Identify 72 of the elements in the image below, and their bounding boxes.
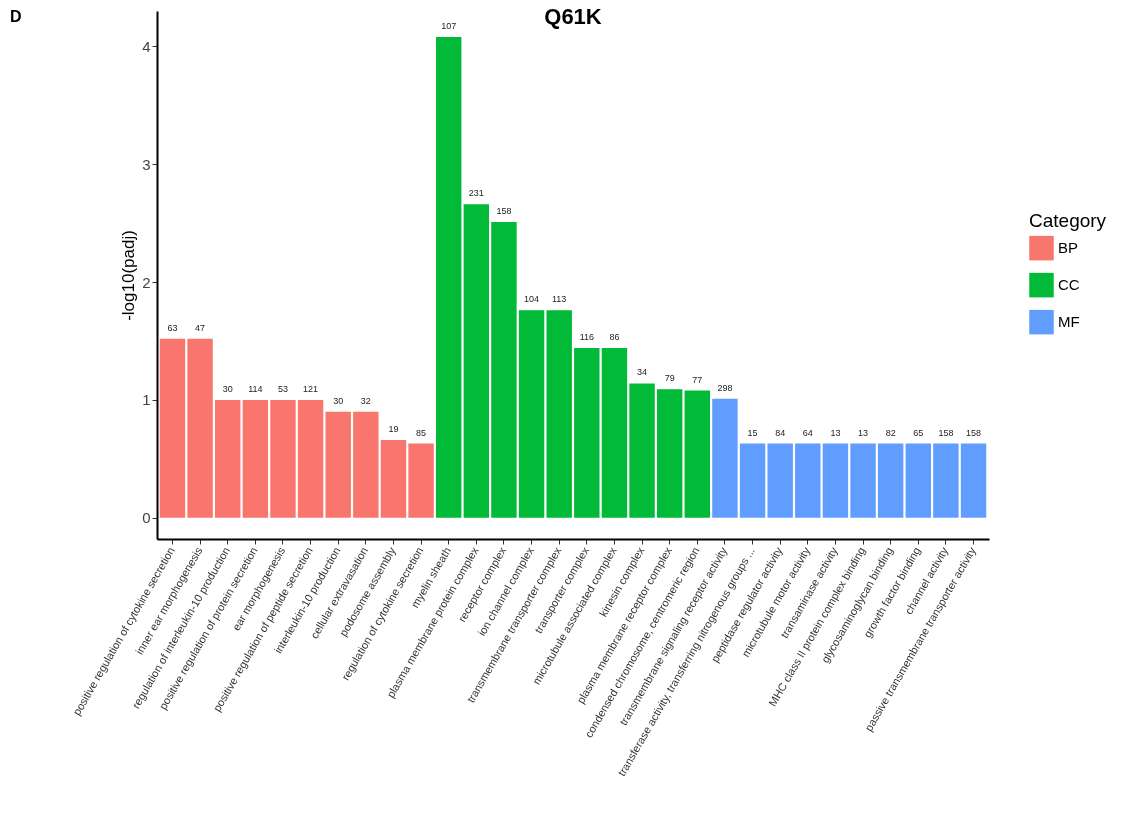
text: D	[10, 8, 22, 26]
y-axis-title: -log10(padj)	[119, 230, 139, 321]
bar	[380, 440, 407, 518]
bar	[463, 204, 490, 518]
bar	[684, 390, 711, 518]
y-tick-label: 3	[142, 155, 151, 173]
bar	[242, 399, 269, 518]
bar	[408, 443, 434, 518]
bar	[960, 443, 987, 518]
bar	[574, 348, 600, 518]
y-tick-label: 2	[142, 273, 151, 291]
bar	[215, 399, 241, 518]
annotation: 77	[692, 374, 703, 385]
annotation: 30	[333, 395, 344, 406]
bar	[435, 36, 462, 518]
chart-title: Q61K	[544, 4, 602, 29]
annotation: 158	[966, 427, 982, 438]
annotation: 47	[195, 322, 206, 333]
legend-label: BP	[1058, 239, 1079, 257]
annotation: 32	[360, 395, 371, 406]
annotation: 13	[858, 427, 869, 438]
annotation: 107	[441, 20, 457, 31]
legend-label: CC	[1058, 276, 1080, 294]
annotation: 158	[496, 205, 512, 216]
annotation: 116	[579, 332, 594, 343]
legend-title: Category	[1029, 209, 1107, 231]
bar	[795, 443, 821, 518]
y-tick-label: 1	[142, 391, 151, 409]
bar	[850, 443, 876, 518]
annotation: 30	[222, 383, 233, 394]
bar	[518, 310, 545, 518]
annotation: 79	[664, 373, 675, 384]
bar	[297, 399, 324, 518]
y-tick-label: 0	[142, 509, 151, 527]
annotation: 84	[775, 427, 786, 438]
annotation: 158	[938, 427, 954, 438]
annotation: 298	[717, 382, 733, 393]
annotation: 82	[885, 427, 896, 438]
y-tick-label: 4	[142, 37, 151, 55]
annotation: 104	[524, 294, 540, 305]
annotation: 19	[388, 424, 399, 434]
bar	[933, 443, 959, 518]
annotation: 85	[416, 427, 427, 438]
annotation: 34	[637, 367, 648, 378]
annotation: 53	[277, 383, 288, 394]
bar	[629, 383, 655, 518]
bar	[767, 443, 793, 518]
bar	[905, 443, 931, 518]
annotation: 231	[468, 188, 484, 199]
bar	[739, 443, 766, 518]
bar	[491, 221, 517, 518]
annotation: 65	[913, 427, 924, 438]
bar	[546, 310, 572, 518]
annotation: 15	[747, 427, 758, 438]
bar	[601, 348, 628, 518]
bar	[656, 389, 683, 518]
annotation: 64	[802, 427, 813, 438]
annotation: 121	[303, 383, 319, 394]
annotation: 63	[167, 322, 178, 333]
legend-label: MF	[1058, 313, 1080, 331]
bar	[353, 411, 379, 518]
annotation: 86	[609, 332, 620, 343]
annotation: 113	[552, 294, 567, 305]
bar	[877, 443, 904, 518]
bar	[187, 338, 213, 518]
bar	[325, 411, 351, 518]
bar	[270, 399, 296, 518]
bar	[822, 443, 849, 518]
bar	[712, 398, 738, 518]
bar	[159, 338, 186, 518]
annotation: 13	[830, 427, 841, 438]
annotation: 114	[248, 383, 263, 394]
